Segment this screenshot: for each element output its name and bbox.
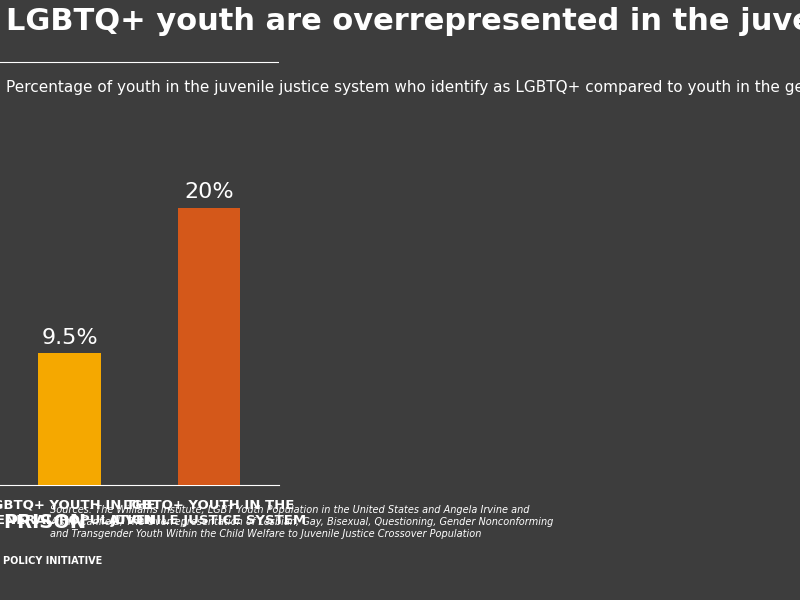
Bar (38, 353, 101, 485)
Bar (178, 208, 240, 485)
Text: Percentage of youth in the juvenile justice system who identify as LGBTQ+ compar: Percentage of youth in the juvenile just… (6, 80, 800, 95)
Text: Sources: The Williams Institute, LGBT Youth Population in the United States and : Sources: The Williams Institute, LGBT Yo… (50, 505, 554, 539)
Text: POLICY INITIATIVE: POLICY INITIATIVE (2, 556, 102, 566)
Text: LGBTQ+ youth are overrepresented in the juvenile justice system: LGBTQ+ youth are overrepresented in the … (6, 7, 800, 36)
Text: PRISON: PRISON (2, 514, 86, 532)
Text: 20%: 20% (184, 182, 234, 202)
Text: 9.5%: 9.5% (42, 328, 98, 347)
